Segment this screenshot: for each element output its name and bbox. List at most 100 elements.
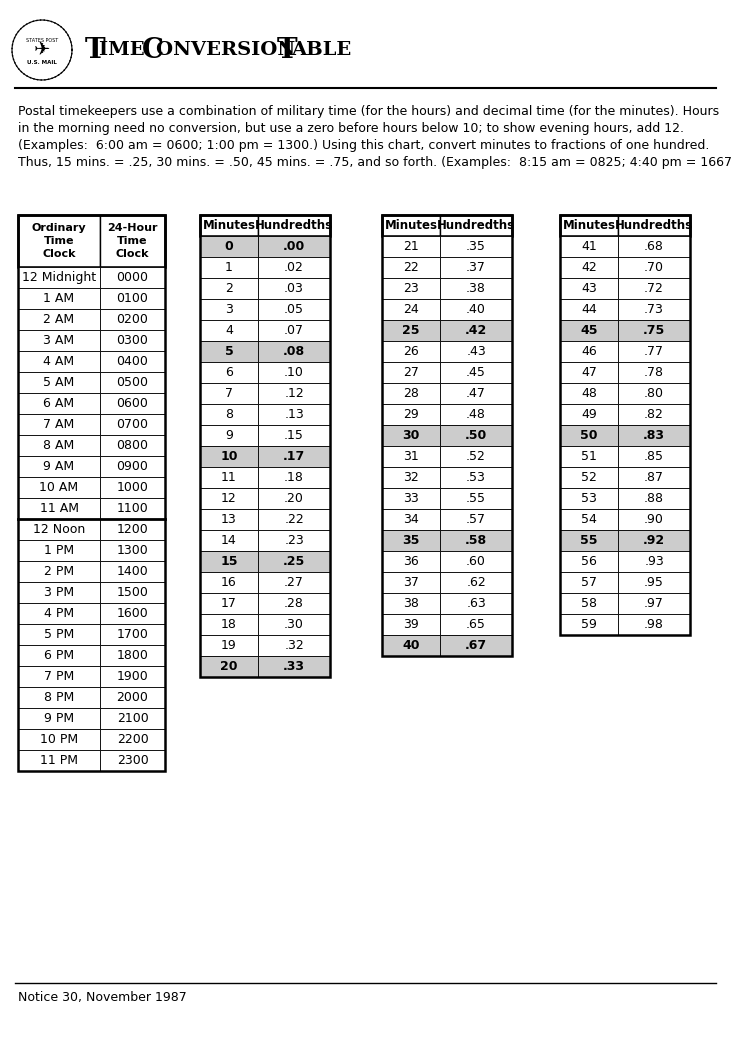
Text: .45: .45: [466, 366, 486, 379]
Text: 10 PM: 10 PM: [40, 733, 78, 746]
Bar: [440, 298, 512, 320]
Bar: [440, 236, 512, 257]
Text: 4 AM: 4 AM: [43, 355, 75, 368]
Bar: [18, 750, 100, 771]
Bar: [560, 404, 618, 425]
Text: 54: 54: [581, 513, 597, 526]
Text: (Examples:  6:00 am = 0600; 1:00 pm = 1300.) Using this chart, convert minutes t: (Examples: 6:00 am = 0600; 1:00 pm = 130…: [18, 139, 709, 152]
Text: 5 PM: 5 PM: [44, 628, 74, 641]
Text: .75: .75: [643, 324, 665, 337]
Bar: [440, 635, 512, 656]
Text: 48: 48: [581, 387, 597, 400]
Bar: [258, 425, 330, 446]
Bar: [560, 551, 618, 572]
Bar: [618, 362, 690, 383]
Bar: [200, 404, 258, 425]
Bar: [18, 477, 100, 498]
Text: 0700: 0700: [116, 418, 148, 431]
Text: .50: .50: [465, 429, 487, 442]
Bar: [258, 467, 330, 488]
Bar: [100, 561, 165, 582]
Text: 0000: 0000: [116, 271, 148, 284]
Text: .70: .70: [644, 261, 664, 274]
Bar: [100, 750, 165, 771]
Text: 2300: 2300: [117, 754, 148, 767]
Text: 3: 3: [225, 303, 233, 316]
Bar: [382, 530, 440, 551]
Text: ABLE: ABLE: [291, 41, 352, 59]
Text: Hundredths: Hundredths: [615, 219, 693, 232]
Bar: [440, 257, 512, 279]
Bar: [258, 614, 330, 635]
Bar: [200, 488, 258, 509]
Text: Notice 30, November 1987: Notice 30, November 1987: [18, 990, 186, 1004]
Text: .88: .88: [644, 492, 664, 504]
Bar: [200, 551, 258, 572]
Bar: [100, 435, 165, 456]
Bar: [618, 530, 690, 551]
Text: .82: .82: [644, 408, 664, 421]
Text: .22: .22: [284, 513, 304, 526]
Bar: [100, 267, 165, 288]
Text: 56: 56: [581, 555, 597, 568]
Bar: [100, 351, 165, 372]
Bar: [258, 656, 330, 677]
Text: 45: 45: [580, 324, 598, 337]
Bar: [100, 372, 165, 393]
Text: .95: .95: [644, 576, 664, 589]
Bar: [440, 572, 512, 593]
Bar: [618, 404, 690, 425]
Bar: [560, 383, 618, 404]
Bar: [618, 614, 690, 635]
Text: 38: 38: [403, 597, 419, 610]
Text: 20: 20: [220, 660, 238, 673]
Text: .48: .48: [466, 408, 486, 421]
Bar: [560, 298, 618, 320]
Text: 1300: 1300: [117, 544, 148, 557]
Text: .17: .17: [283, 450, 305, 463]
Bar: [382, 614, 440, 635]
Bar: [258, 593, 330, 614]
Bar: [382, 298, 440, 320]
Bar: [18, 330, 100, 351]
Bar: [200, 467, 258, 488]
Text: 26: 26: [403, 345, 419, 358]
Text: .38: .38: [466, 282, 486, 295]
Text: .98: .98: [644, 618, 664, 631]
Bar: [382, 572, 440, 593]
Text: .07: .07: [284, 324, 304, 337]
Bar: [200, 656, 258, 677]
Text: .90: .90: [644, 513, 664, 526]
Bar: [560, 257, 618, 279]
Bar: [258, 446, 330, 467]
Text: U.S. MAIL: U.S. MAIL: [27, 60, 57, 64]
Bar: [100, 309, 165, 330]
Bar: [618, 425, 690, 446]
Text: ✈: ✈: [34, 40, 50, 59]
Text: Minutes: Minutes: [562, 219, 616, 232]
Bar: [18, 215, 165, 771]
Bar: [18, 603, 100, 624]
Bar: [200, 446, 258, 467]
Text: 10: 10: [220, 450, 238, 463]
Text: 39: 39: [403, 618, 419, 631]
Bar: [200, 635, 258, 656]
Text: 7 PM: 7 PM: [44, 669, 74, 683]
Bar: [18, 687, 100, 708]
Bar: [618, 279, 690, 298]
Text: .40: .40: [466, 303, 486, 316]
Bar: [258, 362, 330, 383]
Bar: [382, 257, 440, 279]
Bar: [100, 540, 165, 561]
Text: STATES POST: STATES POST: [26, 38, 58, 42]
Text: .20: .20: [284, 492, 304, 504]
Bar: [618, 572, 690, 593]
Text: 55: 55: [580, 534, 598, 547]
Text: 40: 40: [402, 639, 420, 652]
Bar: [440, 425, 512, 446]
Bar: [258, 341, 330, 362]
Bar: [200, 530, 258, 551]
Text: T: T: [85, 37, 105, 63]
Text: 29: 29: [403, 408, 419, 421]
Text: 11 AM: 11 AM: [39, 502, 78, 515]
